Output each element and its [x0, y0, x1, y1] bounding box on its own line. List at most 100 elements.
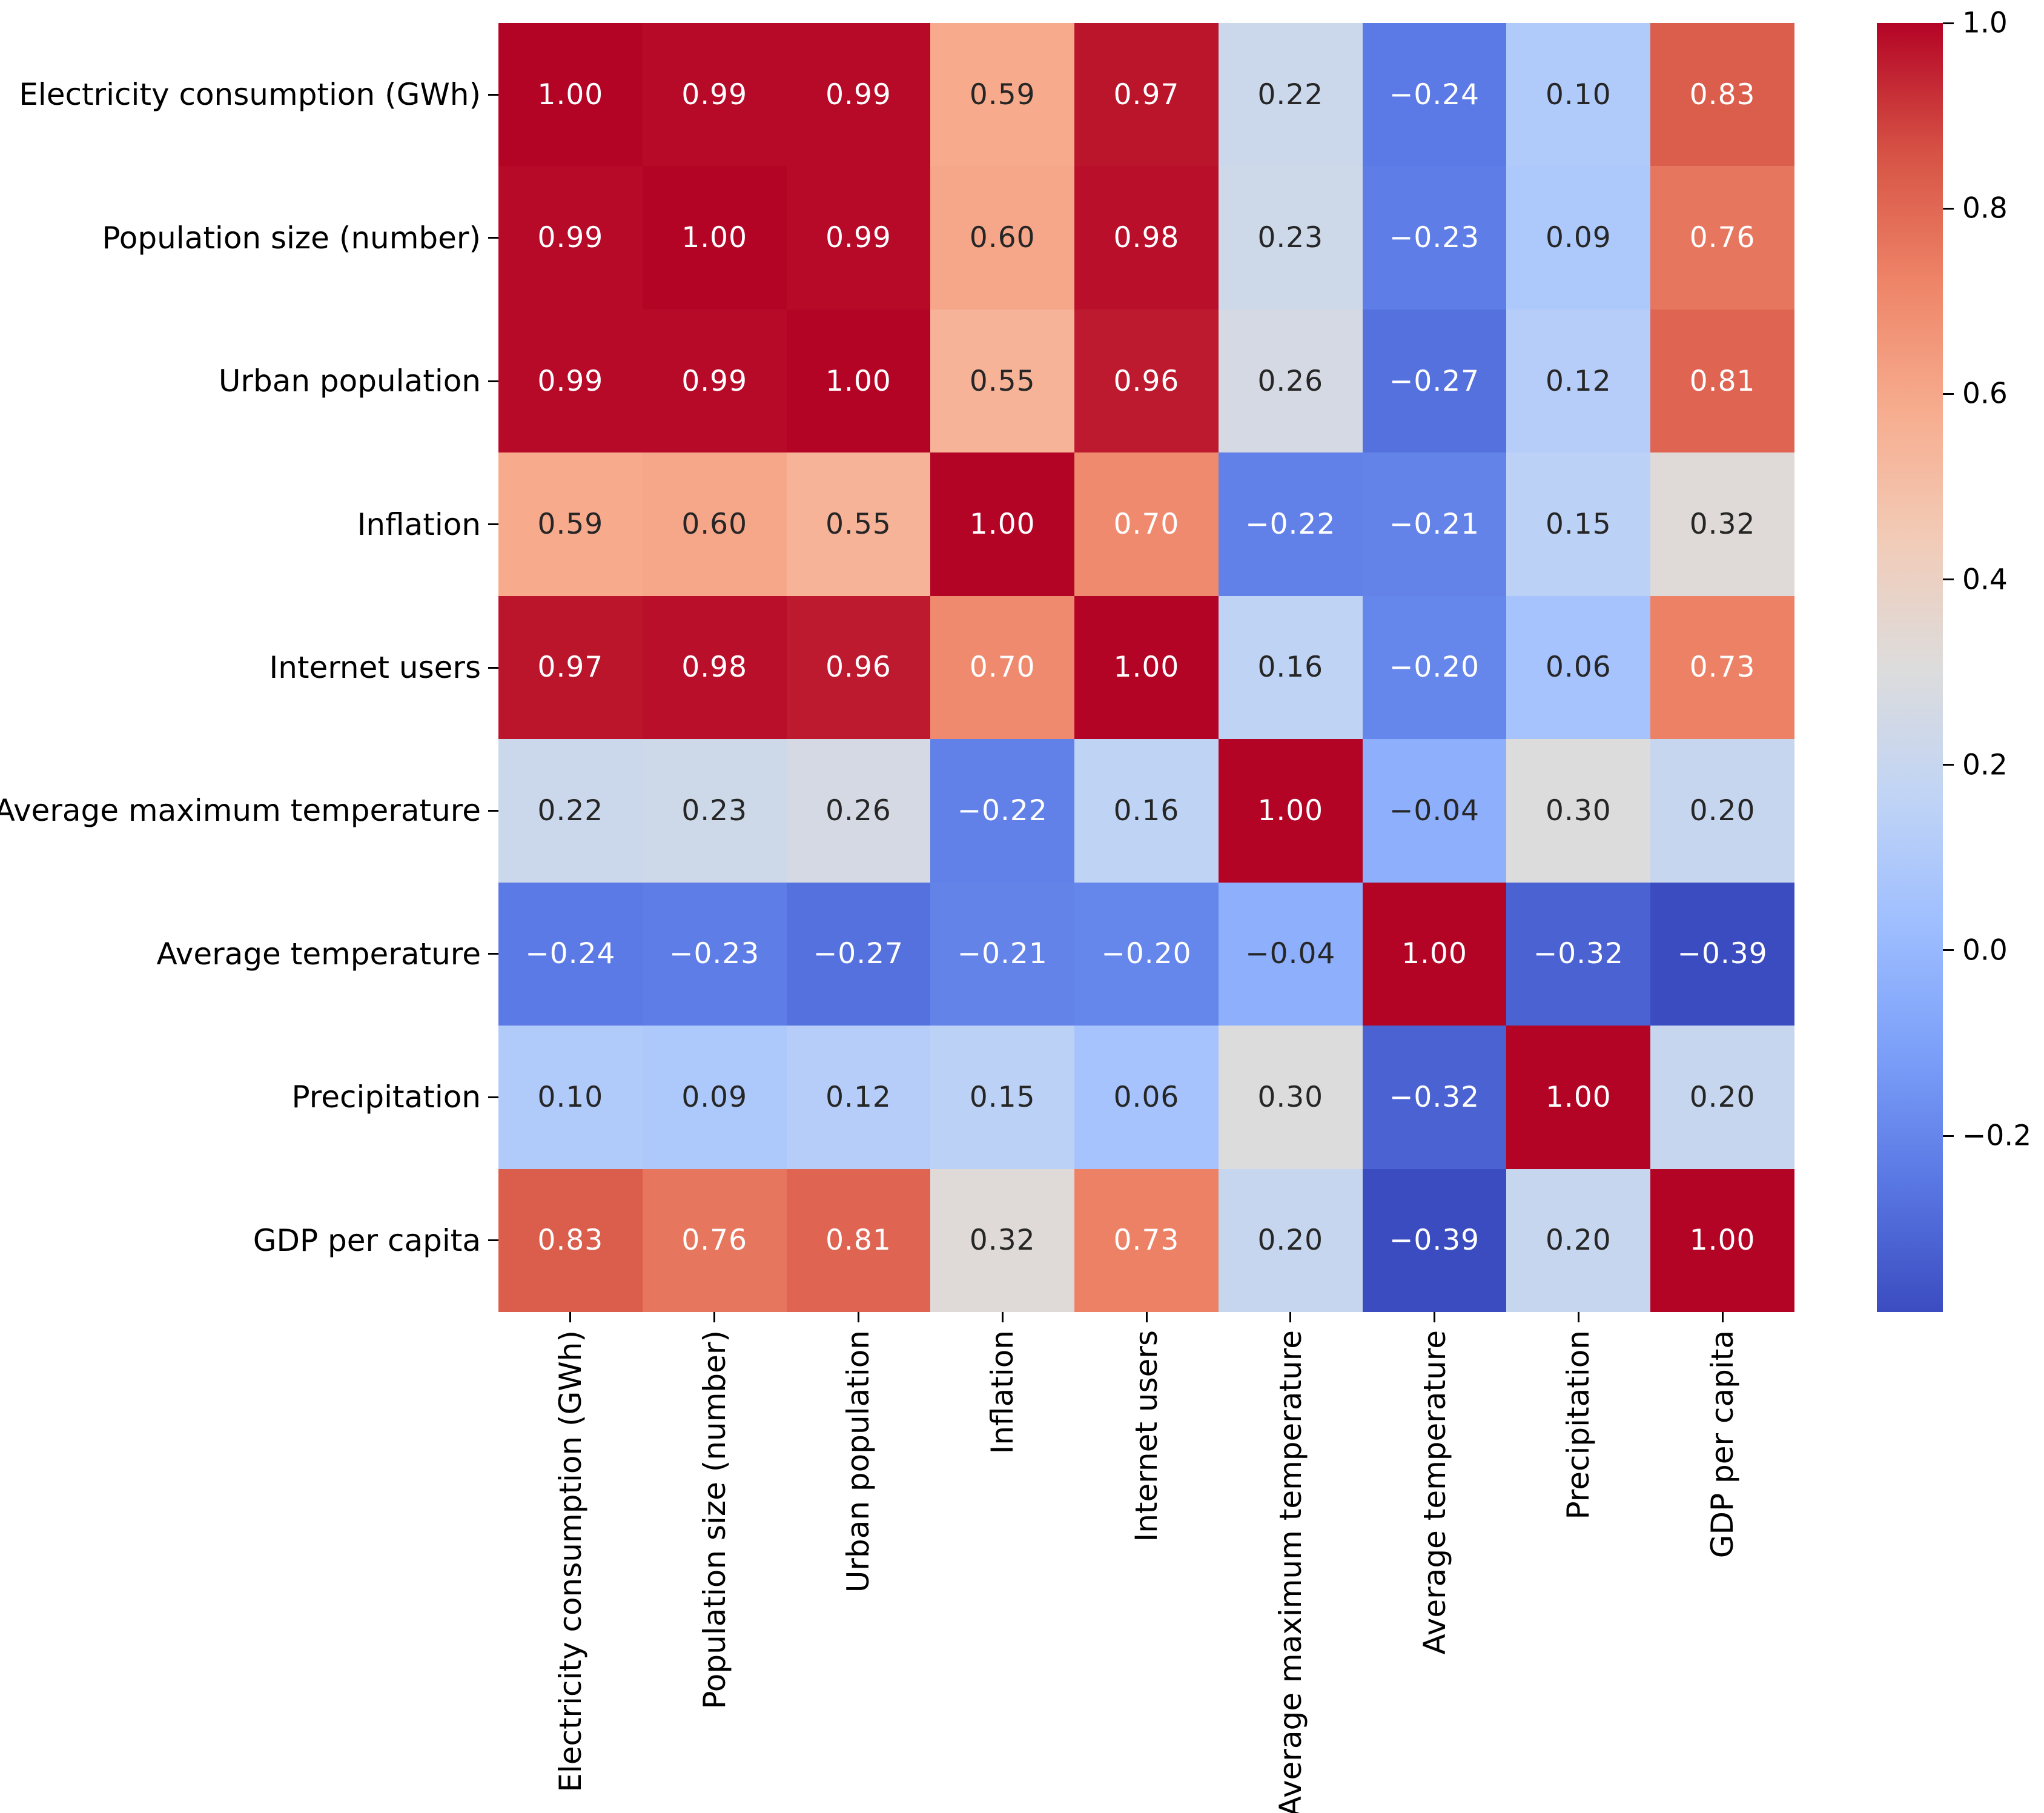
- x-tick-mark: [1145, 1312, 1148, 1322]
- y-tick-mark: [488, 809, 498, 812]
- heatmap-cell: 0.76: [1650, 166, 1794, 310]
- x-tick-mark: [857, 1312, 859, 1322]
- y-tick-label: Average maximum temperature: [0, 793, 481, 829]
- heatmap-cell: 0.26: [786, 739, 931, 883]
- heatmap-cell: 0.99: [642, 309, 787, 453]
- heatmap-cell: 0.20: [1218, 1168, 1363, 1312]
- heatmap-cell: 0.20: [1650, 739, 1794, 883]
- y-tick-mark: [488, 953, 498, 955]
- heatmap-cell: −0.04: [1362, 739, 1507, 883]
- x-tick-mark: [1001, 1312, 1004, 1322]
- x-tick-mark: [713, 1312, 716, 1322]
- colorbar-tick-label: 0.4: [1962, 563, 2008, 597]
- heatmap-cell: −0.32: [1506, 882, 1651, 1026]
- x-tick-mark: [1721, 1312, 1724, 1322]
- heatmap-cell: −0.21: [930, 882, 1075, 1026]
- heatmap-cell: 0.16: [1074, 739, 1219, 883]
- y-tick-mark: [488, 1096, 498, 1098]
- heatmap-cell: 0.32: [930, 1168, 1075, 1312]
- heatmap-cell: 0.96: [1074, 309, 1219, 453]
- y-tick-mark: [488, 1239, 498, 1242]
- heatmap-cell: −0.23: [642, 882, 787, 1026]
- heatmap-cell: −0.27: [786, 882, 931, 1026]
- heatmap-cell: 1.00: [1506, 1026, 1651, 1169]
- heatmap-cell: 0.26: [1218, 309, 1363, 453]
- heatmap-cell: −0.39: [1362, 1168, 1507, 1312]
- heatmap-cell: 0.09: [1506, 166, 1651, 310]
- heatmap-cell: −0.24: [1362, 23, 1507, 167]
- heatmap-cell: 0.70: [930, 595, 1075, 740]
- heatmap-cell: 0.73: [1074, 1168, 1219, 1312]
- y-tick-mark: [488, 93, 498, 96]
- heatmap-cell: 0.59: [498, 452, 643, 596]
- heatmap-cell: 1.00: [1218, 739, 1363, 883]
- colorbar-tick-label: 0.2: [1962, 748, 2008, 782]
- heatmap-cell: 0.20: [1650, 1026, 1794, 1169]
- colorbar-tick-mark: [1943, 764, 1954, 766]
- heatmap-cell: 0.10: [1506, 23, 1651, 167]
- heatmap-cell: 0.99: [498, 309, 643, 453]
- heatmap-cell: −0.22: [930, 739, 1075, 883]
- y-tick-label: Precipitation: [291, 1079, 481, 1115]
- heatmap-cell: 0.12: [1506, 309, 1651, 453]
- y-tick-label: Population size (number): [102, 220, 481, 256]
- heatmap-cell: 0.99: [786, 23, 931, 167]
- heatmap-cell: 0.60: [930, 166, 1075, 310]
- x-tick-mark: [1434, 1312, 1436, 1322]
- x-tick-label: Average temperature: [1417, 1330, 1452, 1655]
- colorbar-tick-label: 0.8: [1962, 191, 2008, 225]
- x-tick-label: Average maximum temperature: [1272, 1330, 1308, 1813]
- colorbar-tick-label: 1.0: [1962, 6, 2008, 40]
- heatmap-cell: 0.59: [930, 23, 1075, 167]
- heatmap-cell: 1.00: [786, 309, 931, 453]
- heatmap-cell: 0.16: [1218, 595, 1363, 740]
- heatmap-cell: −0.22: [1218, 452, 1363, 596]
- heatmap-cell: 1.00: [1362, 882, 1507, 1026]
- colorbar-tick-label: −0.2: [1962, 1119, 2032, 1153]
- x-tick-label: Internet users: [1129, 1330, 1164, 1542]
- heatmap-cell: 0.15: [1506, 452, 1651, 596]
- heatmap-cell: −0.39: [1650, 882, 1794, 1026]
- y-tick-label: Inflation: [357, 506, 481, 542]
- x-tick-label: Precipitation: [1561, 1330, 1596, 1520]
- heatmap-cell: 0.99: [498, 166, 643, 310]
- heatmap-cell: 0.12: [786, 1026, 931, 1169]
- x-tick-label: GDP per capita: [1705, 1330, 1741, 1559]
- heatmap-cell: 0.96: [786, 595, 931, 740]
- colorbar-tick-mark: [1943, 949, 1954, 952]
- y-tick-mark: [488, 237, 498, 239]
- y-tick-label: GDP per capita: [253, 1222, 481, 1258]
- colorbar-tick-mark: [1943, 22, 1954, 24]
- heatmap-cell: 0.76: [642, 1168, 787, 1312]
- heatmap-cell: 0.32: [1650, 452, 1794, 596]
- heatmap-cell: 0.60: [642, 452, 787, 596]
- heatmap-cell: −0.23: [1362, 166, 1507, 310]
- heatmap-cell: 0.83: [498, 1168, 643, 1312]
- heatmap-cell: 0.98: [642, 595, 787, 740]
- heatmap-cell: 1.00: [642, 166, 787, 310]
- heatmap-cell: 0.23: [1218, 166, 1363, 310]
- heatmap-cell: −0.21: [1362, 452, 1507, 596]
- heatmap-cell: 0.81: [1650, 309, 1794, 453]
- heatmap-cell: 0.99: [786, 166, 931, 310]
- heatmap-cell: −0.24: [498, 882, 643, 1026]
- heatmap-cell: 0.30: [1218, 1026, 1363, 1169]
- heatmap-cell: 0.10: [498, 1026, 643, 1169]
- heatmap-cell: 1.00: [498, 23, 643, 167]
- x-tick-label: Population size (number): [696, 1330, 732, 1709]
- x-tick-label: Urban population: [841, 1330, 876, 1593]
- y-tick-mark: [488, 523, 498, 526]
- heatmap-cell: 0.70: [1074, 452, 1219, 596]
- colorbar-gradient: [1877, 23, 1943, 1312]
- colorbar-tick-mark: [1943, 207, 1954, 210]
- x-tick-mark: [1577, 1312, 1579, 1322]
- heatmap-cell: −0.27: [1362, 309, 1507, 453]
- heatmap-cell: 0.99: [642, 23, 787, 167]
- heatmap-cell: 1.00: [1074, 595, 1219, 740]
- heatmap-cell: 0.55: [930, 309, 1075, 453]
- x-tick-label: Electricity consumption (GWh): [552, 1330, 588, 1792]
- heatmap-cell: 0.81: [786, 1168, 931, 1312]
- heatmap-cell: −0.04: [1218, 882, 1363, 1026]
- heatmap-cell: 0.55: [786, 452, 931, 596]
